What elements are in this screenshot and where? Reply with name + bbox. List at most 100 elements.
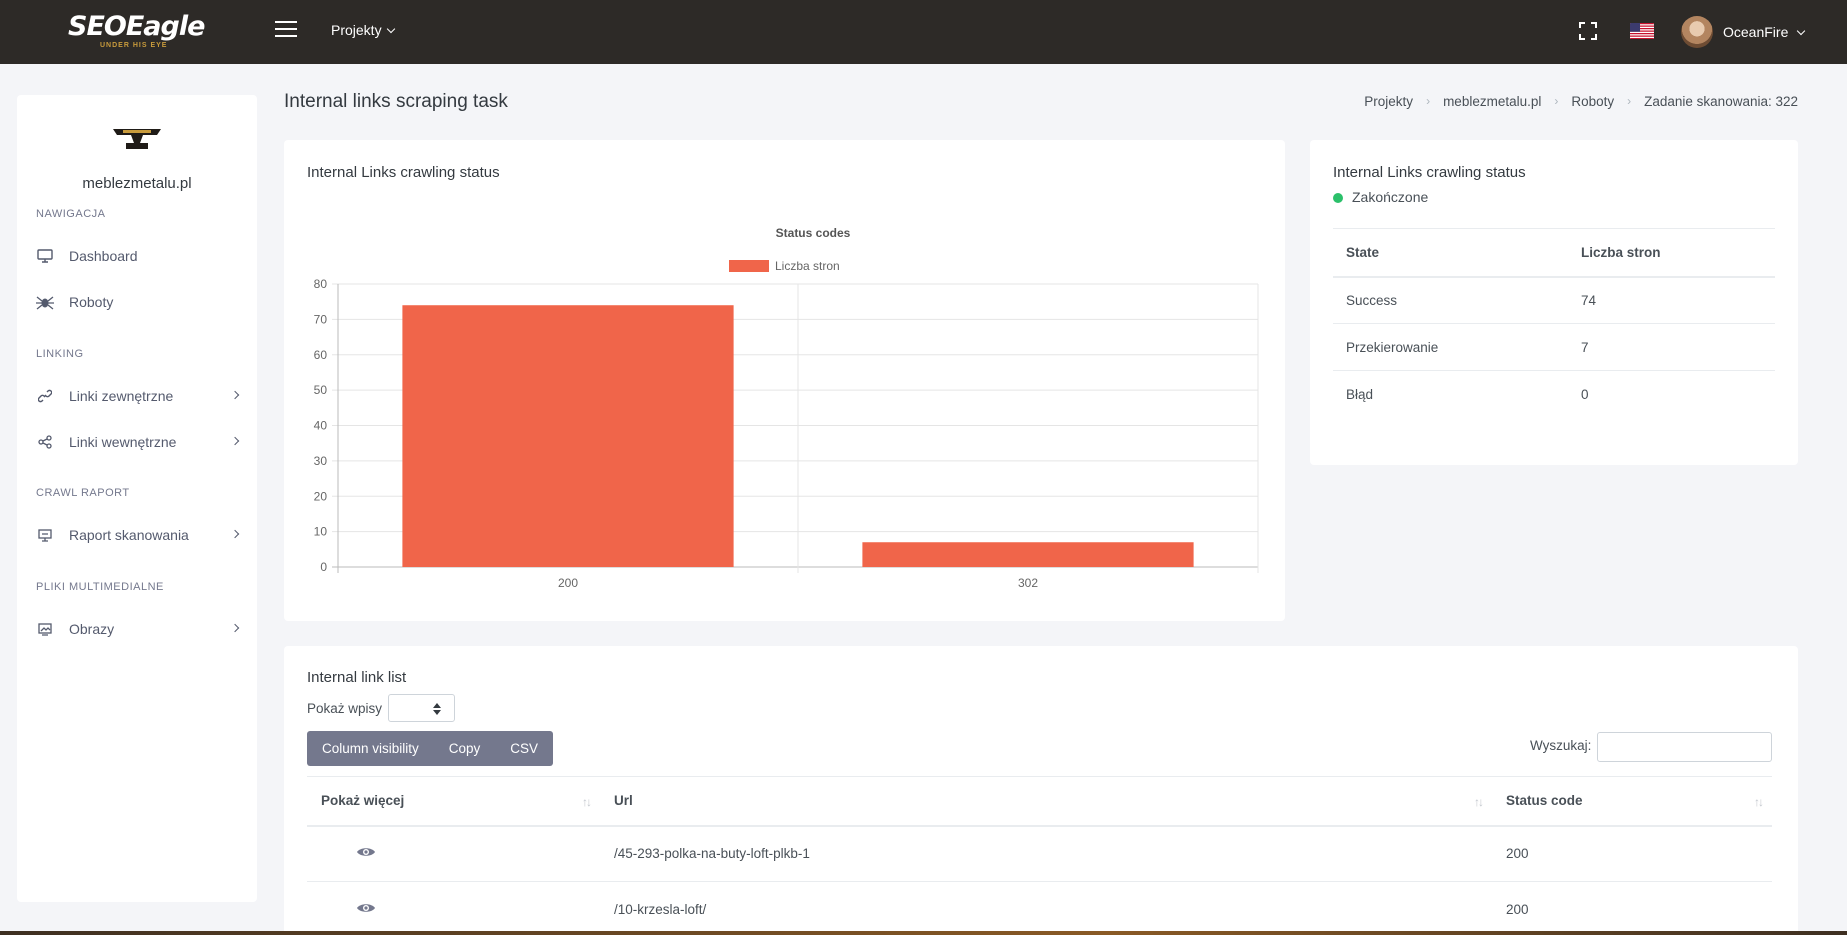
column-header-url[interactable]: Url ↑↓ <box>600 776 1492 827</box>
list-card-title: Internal link list <box>307 669 407 686</box>
y-tick-label: 40 <box>314 419 328 433</box>
avatar <box>1681 16 1713 48</box>
sidebar-item-label: Linki wewnętrzne <box>69 434 177 450</box>
sort-icon: ↑↓ <box>1474 795 1484 809</box>
anvil-logo-icon <box>113 129 161 149</box>
internal-link-list-card: Internal link list Pokaż wpisy Column vi… <box>284 646 1798 935</box>
y-tick-label: 60 <box>314 348 328 362</box>
y-tick-label: 20 <box>314 489 328 503</box>
sidebar-section-title: CRAWL RAPORT <box>36 487 130 499</box>
sidebar-item-external-links[interactable]: Linki zewnętrzne <box>36 384 242 408</box>
link-icon <box>36 387 54 405</box>
eye-icon[interactable] <box>356 845 376 859</box>
projects-dropdown[interactable]: Projekty <box>331 22 395 38</box>
column-visibility-button[interactable]: Column visibility <box>322 741 419 756</box>
chevron-down-icon <box>386 24 395 33</box>
export-button-group: Column visibility Copy CSV <box>307 731 554 766</box>
spider-icon <box>36 293 54 311</box>
sidebar-item-label: Roboty <box>69 294 114 310</box>
column-header: Liczba stron <box>1568 228 1775 278</box>
status-table: State Liczba stron Success 74 Przekierow… <box>1333 228 1775 418</box>
us-flag-icon[interactable] <box>1630 23 1654 39</box>
sidebar-item-images[interactable]: Obrazy <box>36 617 242 641</box>
breadcrumb-robots[interactable]: Roboty <box>1571 94 1615 109</box>
count-cell: 74 <box>1568 276 1775 324</box>
brand-tagline: UNDER HIS EYE <box>100 42 168 49</box>
eye-icon[interactable] <box>356 901 376 915</box>
sidebar-item-internal-links[interactable]: Linki wewnętrzne <box>36 430 242 454</box>
state-cell: Success <box>1333 276 1568 324</box>
y-tick-label: 10 <box>314 525 328 539</box>
sort-icon: ↑↓ <box>582 795 592 809</box>
status-dot-icon <box>1333 193 1343 203</box>
search-label: Wyszukaj: <box>1530 738 1592 753</box>
chevron-down-icon <box>1797 26 1806 35</box>
internal-links-table: Pokaż więcej ↑↓ Url ↑↓ Status code ↑↓ /45-2… <box>307 776 1772 935</box>
column-header-label: Status code <box>1506 793 1583 809</box>
y-tick-label: 30 <box>314 454 328 468</box>
x-tick-label: 302 <box>1018 576 1038 590</box>
top-navbar: SEOEagle UNDER HIS EYE Projekty OceanFir… <box>0 0 1847 64</box>
user-name: OceanFire <box>1723 24 1789 40</box>
table-row: /45-293-polka-na-buty-loft-plkb-1 200 <box>307 825 1772 882</box>
table-row: Success 74 <box>1333 276 1775 324</box>
chart-card: Internal Links crawling status Status co… <box>284 140 1285 621</box>
breadcrumb-current: Zadanie skanowania: 322 <box>1644 94 1798 109</box>
bar-200 <box>402 305 734 567</box>
sidebar-section-title: LINKING <box>36 348 84 360</box>
copy-button[interactable]: Copy <box>448 741 481 756</box>
sidebar-item-roboty[interactable]: Roboty <box>36 290 242 314</box>
y-tick-label: 0 <box>320 560 327 574</box>
count-cell: 0 <box>1581 386 1589 402</box>
y-tick-label: 80 <box>314 277 328 291</box>
sort-down-icon <box>433 710 442 715</box>
projects-dropdown-label: Projekty <box>331 22 382 38</box>
bar-302 <box>862 542 1194 567</box>
state-cell: Błąd <box>1346 386 1374 402</box>
breadcrumb-projects[interactable]: Projekty <box>1364 94 1414 109</box>
brand-name: SEOEagle <box>68 11 205 42</box>
breadcrumb-separator-icon: › <box>1627 94 1632 108</box>
breadcrumb-site[interactable]: meblezmetalu.pl <box>1443 94 1542 109</box>
table-row: Błąd 0 <box>1333 371 1775 418</box>
user-menu[interactable]: OceanFire <box>1681 16 1806 48</box>
csv-button[interactable]: CSV <box>510 741 539 756</box>
y-tick-label: 50 <box>314 383 328 397</box>
column-header-show-more[interactable]: Pokaż więcej ↑↓ <box>307 776 600 827</box>
status-text: Zakończone <box>1352 189 1429 205</box>
sidebar-item-dashboard[interactable]: Dashboard <box>36 244 242 268</box>
chevron-right-icon <box>230 390 240 400</box>
entries-select[interactable] <box>388 694 456 722</box>
fullscreen-icon[interactable] <box>1579 22 1597 40</box>
breadcrumb-separator-icon: › <box>1426 94 1431 108</box>
url-cell: /10-krzesla-loft/ <box>600 881 1492 935</box>
chart-title: Status codes <box>776 226 851 240</box>
report-icon <box>36 526 54 544</box>
search-input[interactable] <box>1597 732 1772 762</box>
legend-label: Liczba stron <box>775 259 840 273</box>
breadcrumb-separator-icon: › <box>1554 94 1559 108</box>
sidebar-item-crawl-report[interactable]: Raport skanowania <box>36 523 242 547</box>
column-header-label: Pokaż więcej <box>321 793 405 809</box>
show-more-cell <box>307 825 600 882</box>
sidebar-section-title: NAWIGACJA <box>36 208 106 220</box>
brand-logo[interactable]: SEOEagle UNDER HIS EYE <box>68 12 208 52</box>
breadcrumb: Projekty › meblezmetalu.pl › Roboty › Za… <box>1364 94 1798 109</box>
table-row: /10-krzesla-loft/ 200 <box>307 881 1772 935</box>
sidebar-item-label: Raport skanowania <box>69 527 189 543</box>
sidebar-item-label: Dashboard <box>69 248 138 264</box>
column-header-label: Url <box>614 793 633 809</box>
table-row: Przekierowanie 7 <box>1333 323 1775 371</box>
column-header-status-code[interactable]: Status code ↑↓ <box>1492 776 1772 827</box>
page-title: Internal links scraping task <box>284 91 508 112</box>
chevron-right-icon <box>230 436 240 446</box>
menu-toggle-icon[interactable] <box>275 21 297 39</box>
legend-swatch <box>729 260 769 272</box>
x-tick-label: 200 <box>558 576 578 590</box>
y-tick-label: 70 <box>314 312 328 326</box>
chevron-right-icon <box>230 529 240 539</box>
column-header: State <box>1333 228 1568 278</box>
share-icon <box>36 433 54 451</box>
show-entries: Pokaż wpisy <box>307 694 456 722</box>
status-card: Internal Links crawling status Zakończon… <box>1310 140 1798 465</box>
